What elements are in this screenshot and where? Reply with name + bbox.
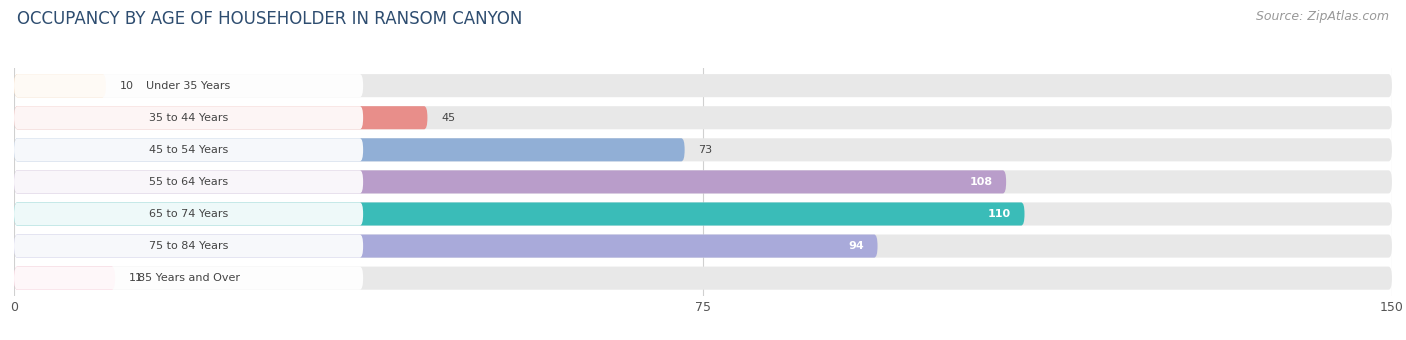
FancyBboxPatch shape	[14, 106, 363, 129]
Text: 65 to 74 Years: 65 to 74 Years	[149, 209, 228, 219]
Text: Under 35 Years: Under 35 Years	[146, 81, 231, 91]
FancyBboxPatch shape	[14, 138, 363, 162]
Text: 75 to 84 Years: 75 to 84 Years	[149, 241, 228, 251]
Text: OCCUPANCY BY AGE OF HOUSEHOLDER IN RANSOM CANYON: OCCUPANCY BY AGE OF HOUSEHOLDER IN RANSO…	[17, 10, 522, 28]
FancyBboxPatch shape	[14, 106, 427, 129]
FancyBboxPatch shape	[14, 202, 1025, 225]
Text: 11: 11	[129, 273, 143, 283]
FancyBboxPatch shape	[14, 138, 1392, 162]
FancyBboxPatch shape	[14, 267, 1392, 290]
FancyBboxPatch shape	[14, 235, 877, 258]
FancyBboxPatch shape	[14, 267, 115, 290]
Text: 85 Years and Over: 85 Years and Over	[138, 273, 239, 283]
Text: 10: 10	[120, 81, 134, 91]
FancyBboxPatch shape	[14, 74, 1392, 97]
FancyBboxPatch shape	[14, 235, 363, 258]
FancyBboxPatch shape	[14, 74, 363, 97]
Text: 94: 94	[848, 241, 863, 251]
FancyBboxPatch shape	[14, 202, 1392, 225]
FancyBboxPatch shape	[14, 170, 1392, 193]
FancyBboxPatch shape	[14, 267, 363, 290]
FancyBboxPatch shape	[14, 170, 363, 193]
FancyBboxPatch shape	[14, 202, 363, 225]
FancyBboxPatch shape	[14, 74, 105, 97]
FancyBboxPatch shape	[14, 138, 685, 162]
FancyBboxPatch shape	[14, 170, 1007, 193]
Text: 108: 108	[969, 177, 993, 187]
Text: 110: 110	[987, 209, 1011, 219]
FancyBboxPatch shape	[14, 106, 1392, 129]
Text: 45: 45	[441, 113, 456, 123]
Text: 35 to 44 Years: 35 to 44 Years	[149, 113, 228, 123]
Text: 45 to 54 Years: 45 to 54 Years	[149, 145, 228, 155]
Text: 73: 73	[699, 145, 713, 155]
Text: Source: ZipAtlas.com: Source: ZipAtlas.com	[1256, 10, 1389, 23]
FancyBboxPatch shape	[14, 235, 1392, 258]
Text: 55 to 64 Years: 55 to 64 Years	[149, 177, 228, 187]
